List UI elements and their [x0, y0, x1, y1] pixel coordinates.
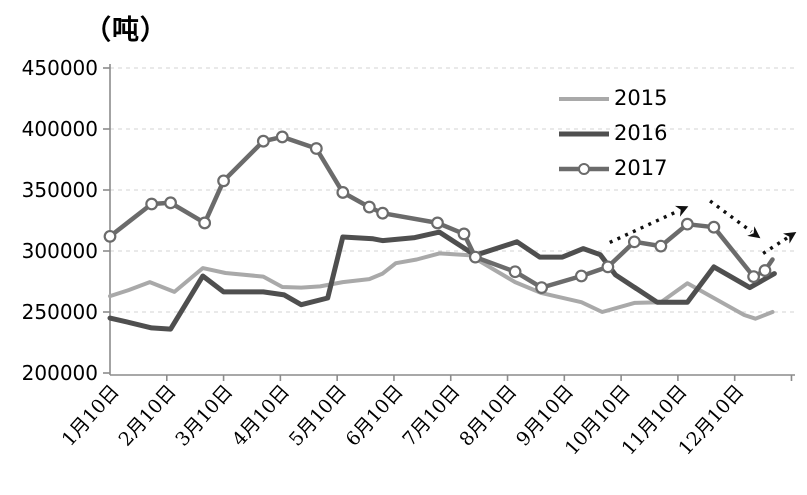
- series-marker-2017: [508, 265, 522, 279]
- x-tick-label: 1月10日: [58, 381, 124, 451]
- x-tick-label: 8月10日: [455, 381, 521, 451]
- svg-text:5月10日: 5月10日: [285, 381, 351, 451]
- series-marker-2017: [362, 200, 376, 214]
- series-marker-2017: [680, 217, 694, 231]
- series-marker-2017: [627, 235, 641, 249]
- legend-swatch-2016: [559, 131, 609, 136]
- series-marker-2017: [535, 281, 549, 295]
- x-tick-label: 4月10日: [228, 381, 294, 451]
- series-marker-2017: [758, 264, 772, 277]
- axis-unit-label: （吨）: [84, 15, 168, 46]
- svg-text:3月10日: 3月10日: [171, 381, 237, 451]
- series-marker-2017: [707, 220, 721, 234]
- x-tick-label: 2月10日: [114, 381, 180, 451]
- legend-swatch-2015: [559, 96, 609, 101]
- legend-label: 2015: [614, 86, 668, 110]
- series-marker-2017: [601, 260, 615, 274]
- series-marker-2017: [431, 216, 444, 230]
- series-line-2016: [107, 229, 777, 332]
- x-tick-label: 6月10日: [342, 381, 408, 451]
- y-tick-label: 450000: [22, 56, 98, 80]
- legend-label: 2017: [614, 156, 668, 180]
- legend-label: 2016: [614, 121, 668, 145]
- series-marker-2017: [574, 269, 588, 283]
- series-marker-2017: [468, 250, 482, 264]
- svg-text:4月10日: 4月10日: [228, 381, 294, 451]
- y-tick-label: 300000: [22, 239, 98, 263]
- series-marker-2017: [309, 142, 323, 155]
- svg-text:2月10日: 2月10日: [114, 381, 180, 451]
- series-marker-2017: [145, 197, 159, 211]
- y-tick-label: 250000: [22, 300, 98, 324]
- y-tick-label: 200000: [22, 361, 98, 385]
- series-marker-2017: [376, 206, 389, 220]
- series-marker-2017: [103, 229, 117, 243]
- series-marker-2017: [654, 239, 668, 253]
- series-marker-2017: [217, 174, 230, 188]
- series-line-2015: [108, 251, 775, 321]
- series-marker-2017: [164, 196, 177, 210]
- series-marker-2017: [275, 130, 289, 144]
- svg-text:1月10日: 1月10日: [58, 381, 124, 451]
- svg-text:6月10日: 6月10日: [342, 381, 408, 451]
- svg-text:8月10日: 8月10日: [455, 381, 521, 451]
- svg-text:7月10日: 7月10日: [398, 381, 464, 451]
- legend-swatch-2017: [559, 162, 609, 175]
- x-tick-label: 3月10日: [171, 381, 237, 451]
- legend-item-2016: 2016: [558, 119, 667, 148]
- x-tick-label: 7月10日: [398, 381, 464, 451]
- y-tick-label: 350000: [22, 178, 98, 202]
- y-tick-label: 400000: [22, 117, 98, 141]
- trend-down-arrow-nov-dec: [709, 199, 761, 239]
- series-marker-2017: [198, 216, 212, 230]
- legend-item-2017: 2017: [558, 154, 667, 183]
- series-marker-2017: [457, 227, 471, 241]
- series-marker-2017: [747, 270, 761, 284]
- x-tick-label: 5月10日: [285, 381, 351, 451]
- chart-legend: 2015 2016 2017: [558, 84, 667, 183]
- series-marker-2017: [336, 186, 350, 199]
- series-marker-2017: [256, 134, 270, 148]
- legend-item-2015: 2015: [558, 84, 667, 113]
